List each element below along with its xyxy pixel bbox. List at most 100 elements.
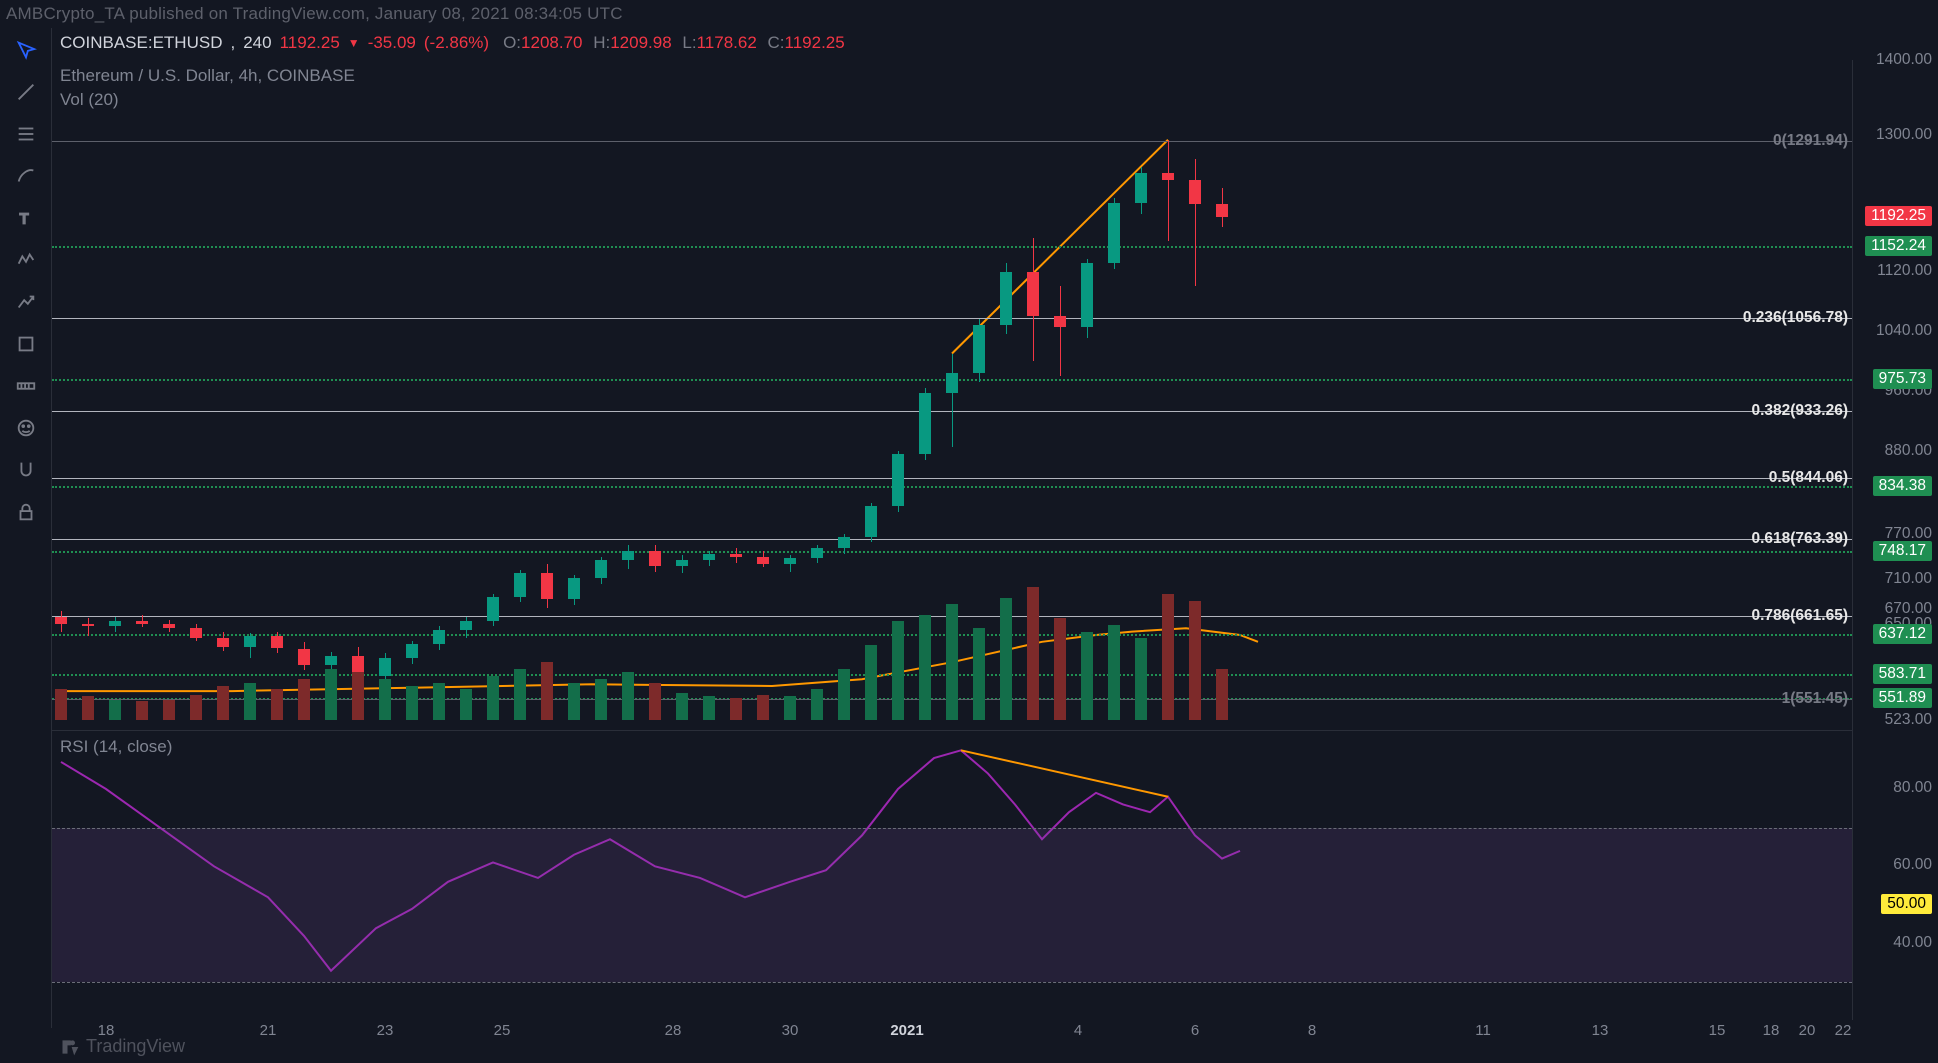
root: AMBCrypto_TA published on TradingView.co…	[0, 0, 1938, 1063]
volume-bar	[568, 683, 580, 720]
axis-label: 834.38	[1873, 476, 1932, 496]
level-line	[52, 486, 1852, 488]
volume-bar	[1054, 618, 1066, 720]
volume-bar	[1135, 638, 1147, 720]
volume-bar	[811, 689, 823, 720]
measure-tool[interactable]	[7, 370, 45, 402]
fib-label: 0.786(661.65)	[1751, 607, 1848, 625]
time-label: 18	[1763, 1022, 1780, 1039]
volume-bar	[595, 679, 607, 720]
rsi-pane[interactable]: RSI (14, close)	[52, 730, 1852, 1020]
volume-bar	[919, 615, 931, 720]
volume-bar	[1000, 598, 1012, 720]
fib-label: 0.5(844.06)	[1769, 469, 1848, 487]
time-label: 20	[1799, 1022, 1816, 1039]
volume-bar	[55, 689, 67, 720]
price-pane[interactable]: Ethereum / U.S. Dollar, 4h, COINBASE Vol…	[52, 60, 1852, 720]
trendline-tool[interactable]	[7, 76, 45, 108]
axis-label: 710.00	[1885, 570, 1932, 588]
pattern-tool[interactable]	[7, 244, 45, 276]
rsi-band	[52, 828, 1852, 983]
lock-tool[interactable]	[7, 496, 45, 528]
interval: 240	[243, 33, 271, 53]
fib-label: 0.618(763.39)	[1751, 530, 1848, 548]
volume-bar	[676, 693, 688, 720]
axis-label: 50.00	[1881, 894, 1932, 914]
time-label: 8	[1308, 1022, 1316, 1039]
axis-label: 637.12	[1873, 624, 1932, 644]
time-label: 4	[1074, 1022, 1082, 1039]
volume-bar	[82, 696, 94, 720]
volume-bar	[406, 686, 418, 720]
fib-label: 1(551.45)	[1782, 690, 1848, 708]
time-label: 25	[494, 1022, 511, 1039]
time-label: 23	[377, 1022, 394, 1039]
level-line	[52, 551, 1852, 553]
time-axis[interactable]: 1821232528302021468111315182022	[52, 1022, 1852, 1052]
fib-label: 0.382(933.26)	[1751, 402, 1848, 420]
axis-label: 748.17	[1873, 541, 1932, 561]
axis-label: 551.89	[1873, 688, 1932, 708]
volume-bar	[433, 683, 445, 720]
forecast-tool[interactable]	[7, 286, 45, 318]
brush-tool[interactable]	[7, 160, 45, 192]
publish-watermark: AMBCrypto_TA published on TradingView.co…	[6, 4, 623, 24]
volume-bar	[244, 683, 256, 720]
fib-label: 0.236(1056.78)	[1743, 309, 1848, 327]
fib-line	[52, 141, 1852, 142]
fib-line	[52, 318, 1852, 319]
emoji-tool[interactable]	[7, 412, 45, 444]
volume-bar	[946, 604, 958, 720]
ticker-bar: COINBASE:ETHUSD, 240 1192.25 ▼ -35.09 (-…	[52, 28, 1938, 58]
geometry-tool[interactable]	[7, 328, 45, 360]
change-abs: -35.09	[368, 33, 416, 53]
volume-bar	[487, 676, 499, 720]
volume-bar	[298, 679, 310, 720]
time-label: 2021	[890, 1022, 923, 1039]
volume-bar	[865, 645, 877, 720]
time-label: 6	[1191, 1022, 1199, 1039]
axis-label: 1400.00	[1876, 51, 1932, 69]
volume-bar	[1162, 594, 1174, 720]
volume-bar	[757, 695, 769, 721]
axis-label: 1192.25	[1865, 206, 1932, 226]
axis-label: 583.71	[1873, 664, 1932, 684]
direction-caret: ▼	[348, 36, 360, 50]
price-axis[interactable]: 1400.001300.001120.001040.00960.00880.00…	[1852, 60, 1938, 1020]
volume-bar	[730, 698, 742, 720]
axis-label: 523.00	[1885, 711, 1932, 729]
volume-bar	[838, 669, 850, 720]
ohlc: O:1208.70 H:1209.98 L:1178.62 C:1192.25	[497, 33, 845, 53]
volume-bar	[271, 689, 283, 720]
volume-bar	[784, 696, 796, 720]
tradingview-logo[interactable]: TradingView	[60, 1036, 185, 1057]
volume-bar	[217, 686, 229, 720]
time-label: 11	[1475, 1022, 1491, 1039]
volume-bar	[541, 662, 553, 720]
volume-bar	[703, 696, 715, 720]
magnet-tool[interactable]	[7, 454, 45, 486]
axis-label: 80.00	[1893, 779, 1932, 797]
volume-bar	[109, 700, 121, 720]
volume-bar	[1189, 601, 1201, 720]
volume-bar	[190, 695, 202, 721]
rsi-title: RSI (14, close)	[60, 737, 172, 757]
fib-tool[interactable]	[7, 118, 45, 150]
time-label: 28	[665, 1022, 682, 1039]
cursor-tool[interactable]	[7, 34, 45, 66]
volume-bar	[1216, 669, 1228, 720]
axis-label: 1152.24	[1865, 236, 1932, 256]
axis-label: 880.00	[1885, 442, 1932, 460]
time-label: 13	[1592, 1022, 1609, 1039]
rsi-level	[52, 982, 1852, 983]
fib-label: 0(1291.94)	[1773, 132, 1848, 150]
volume-bar	[163, 700, 175, 720]
time-label: 30	[782, 1022, 799, 1039]
symbol[interactable]: COINBASE:ETHUSD	[60, 33, 222, 53]
axis-label: 975.73	[1873, 369, 1932, 389]
text-tool[interactable]: T	[7, 202, 45, 234]
svg-text:T: T	[19, 212, 28, 228]
volume-bar	[379, 679, 391, 720]
volume-bar	[136, 701, 148, 720]
volume-bar	[352, 672, 364, 720]
